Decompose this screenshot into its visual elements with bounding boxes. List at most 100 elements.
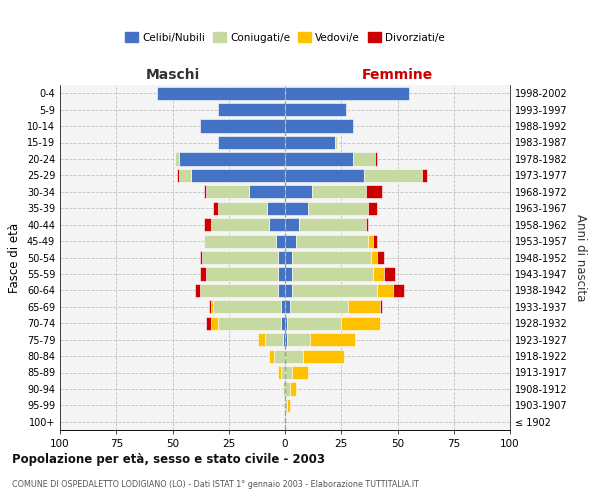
Bar [281,366,285,379]
Bar [265,333,283,346]
Bar [211,300,213,314]
Bar [296,234,368,248]
Bar [285,366,292,379]
Bar [269,350,274,362]
Bar [285,152,353,166]
Bar [191,169,285,182]
Bar [285,202,308,215]
Bar [292,284,377,297]
Bar [285,251,292,264]
Bar [308,202,368,215]
Bar [267,202,285,215]
Text: Popolazione per età, sesso e stato civile - 2003: Popolazione per età, sesso e stato civil… [12,452,325,466]
Bar [366,218,368,231]
Bar [287,399,290,412]
Bar [393,284,404,297]
Bar [285,316,287,330]
Bar [274,350,285,362]
Bar [287,316,341,330]
Bar [199,268,206,280]
Bar [285,136,335,149]
Bar [202,251,278,264]
Bar [292,251,371,264]
Bar [276,234,285,248]
Bar [209,300,211,314]
Bar [179,169,191,182]
Bar [211,218,269,231]
Bar [380,300,382,314]
Bar [373,234,377,248]
Bar [213,202,218,215]
Bar [285,86,409,100]
Bar [368,202,377,215]
Bar [384,268,395,280]
Bar [204,234,276,248]
Bar [285,120,353,132]
Bar [177,169,179,182]
Y-axis label: Anni di nascita: Anni di nascita [574,214,587,301]
Bar [283,333,285,346]
Text: Femmine: Femmine [362,68,433,82]
Bar [258,333,265,346]
Bar [218,103,285,116]
Bar [422,169,427,182]
Bar [348,300,380,314]
Bar [375,152,377,166]
Text: Maschi: Maschi [145,68,200,82]
Bar [312,185,366,198]
Bar [206,316,211,330]
Bar [285,333,287,346]
Bar [371,251,377,264]
Bar [285,399,287,412]
Bar [310,333,355,346]
Legend: Celibi/Nubili, Coniugati/e, Vedovi/e, Divorziati/e: Celibi/Nubili, Coniugati/e, Vedovi/e, Di… [121,28,449,46]
Bar [195,284,199,297]
Bar [335,136,337,149]
Bar [285,268,292,280]
Bar [377,251,384,264]
Bar [206,268,278,280]
Bar [249,185,285,198]
Bar [204,218,211,231]
Bar [368,234,373,248]
Bar [303,350,343,362]
Bar [206,185,249,198]
Bar [179,152,285,166]
Bar [285,284,292,297]
Bar [278,251,285,264]
Bar [218,316,281,330]
Bar [287,333,310,346]
Bar [292,366,308,379]
Bar [157,86,285,100]
Bar [290,382,296,396]
Bar [218,202,267,215]
Bar [373,268,384,280]
Bar [341,316,380,330]
Y-axis label: Fasce di età: Fasce di età [8,222,21,292]
Bar [285,382,290,396]
Bar [377,284,393,297]
Bar [175,152,179,166]
Bar [269,218,285,231]
Bar [285,350,303,362]
Bar [278,284,285,297]
Bar [290,300,348,314]
Bar [292,268,373,280]
Bar [285,234,296,248]
Bar [199,284,278,297]
Bar [283,382,285,396]
Bar [364,169,422,182]
Bar [278,366,281,379]
Bar [204,185,206,198]
Bar [353,152,375,166]
Bar [278,268,285,280]
Bar [285,300,290,314]
Bar [285,169,364,182]
Bar [199,251,202,264]
Bar [281,300,285,314]
Bar [213,300,281,314]
Text: COMUNE DI OSPEDALETTO LODIGIANO (LO) - Dati ISTAT 1° gennaio 2003 - Elaborazione: COMUNE DI OSPEDALETTO LODIGIANO (LO) - D… [12,480,419,489]
Bar [281,316,285,330]
Bar [366,185,382,198]
Bar [211,316,218,330]
